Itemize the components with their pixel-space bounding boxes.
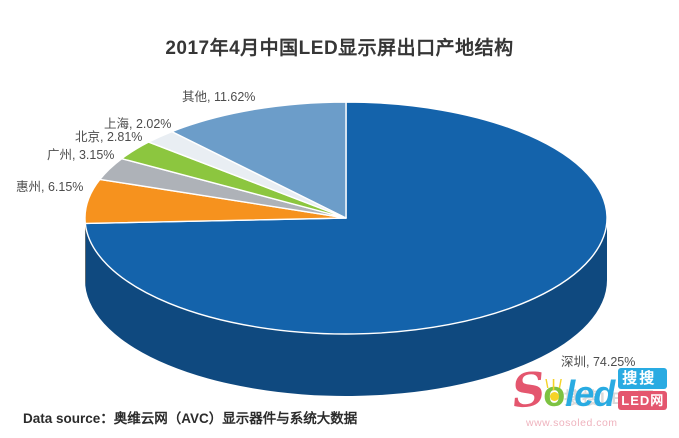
- watermark-logo-letter-s: S: [509, 361, 548, 419]
- slice-label-guangzhou: 广州, 3.15%: [47, 148, 115, 162]
- watermark-logo-led: led: [565, 373, 615, 414]
- bulb-dot-icon: [550, 391, 560, 401]
- slice-label-huizhou: 惠州, 6.15%: [16, 180, 84, 194]
- slice-label-other: 其他, 11.62%: [182, 90, 256, 104]
- watermark-logo: 搜搜LED网 S o\ | / led 搜搜 LED网 www.sosoled.…: [509, 361, 679, 436]
- watermark-badge-soso: 搜搜: [618, 368, 668, 389]
- chart-title: 2017年4月中国LED显示屏出口产地结构: [165, 38, 514, 59]
- slice-label-shenzhen: 深圳, 74.25%: [561, 355, 636, 369]
- watermark-url: www.sosoled.com: [526, 417, 618, 429]
- sun-rays-icon: \ | /: [545, 377, 562, 391]
- watermark-badge-lednet: LED网: [618, 391, 668, 410]
- slice-label-shanghai: 上海, 2.02%: [104, 117, 172, 131]
- data-source-note: Data source：奥维云网（AVC）显示器件与系统大数据: [23, 411, 358, 426]
- watermark-bulb-icon: o\ | /: [543, 376, 565, 412]
- slice-label-beijing: 北京, 2.81%: [75, 130, 143, 144]
